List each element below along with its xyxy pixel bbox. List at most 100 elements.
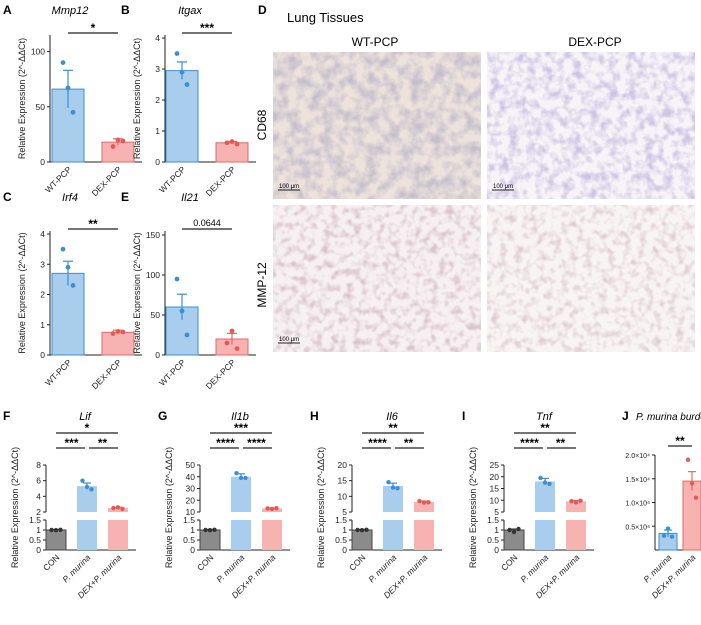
data-point bbox=[542, 480, 548, 485]
chart-title: Irf4 bbox=[62, 192, 78, 204]
bar bbox=[383, 520, 403, 550]
data-point bbox=[179, 308, 185, 314]
x-tick-label: CON bbox=[195, 552, 215, 572]
x-tick-label: DEX-PCP bbox=[204, 357, 238, 391]
panel-label: I bbox=[462, 409, 465, 423]
data-point bbox=[538, 475, 543, 481]
chart-panel-c: C Irf4 0 1 2 3 4 Relative Expression (2^-ΔΔCt) W… bbox=[3, 190, 142, 391]
significance-label: ** bbox=[675, 434, 685, 448]
bar bbox=[45, 529, 67, 551]
data-point bbox=[120, 506, 125, 512]
data-point bbox=[115, 329, 121, 334]
data-point bbox=[229, 139, 235, 144]
bar bbox=[165, 306, 199, 356]
y-tick-label: 15 bbox=[338, 476, 348, 486]
bar bbox=[535, 520, 555, 550]
data-point bbox=[665, 526, 671, 531]
panel-label: G bbox=[158, 409, 167, 423]
y-tick-label: 100 bbox=[31, 47, 45, 57]
scale-bar-label: 100 μm bbox=[279, 337, 299, 343]
chart-panel-a: A Mmp12 0 50 100 Relative Expression (2^-ΔΔCt… bbox=[3, 3, 142, 198]
x-tick-label: DEX+P. murina bbox=[650, 552, 698, 600]
y-tick-label: 50 bbox=[151, 310, 161, 320]
data-point bbox=[120, 329, 126, 335]
y-axis-label: Relative Expression (2^-ΔΔCt) bbox=[132, 232, 142, 353]
x-tick-label: CON bbox=[347, 552, 367, 572]
panel-label: H bbox=[310, 409, 319, 423]
data-point bbox=[89, 487, 94, 492]
micrograph-wt-cd68 bbox=[273, 52, 481, 199]
scale-bars: 100 μm 100 μm 100 μm bbox=[278, 184, 514, 344]
y-tick-label: 0 bbox=[155, 350, 160, 360]
y-axis-label: Relative Expression (2^-ΔΔCt) bbox=[17, 232, 27, 353]
data-point bbox=[70, 109, 76, 115]
data-point bbox=[207, 528, 213, 533]
y-tick-label: 2 bbox=[40, 290, 45, 300]
chart-title: Il6 bbox=[386, 411, 399, 423]
data-point bbox=[390, 485, 396, 490]
y-tick-label: 1.5 bbox=[29, 515, 41, 525]
y-axis-label: Relative Expression (2^-ΔΔCt) bbox=[316, 447, 326, 568]
significance-label: * bbox=[85, 421, 90, 435]
chart-title: Lif bbox=[79, 411, 92, 423]
x-tick-label: CON bbox=[499, 552, 519, 572]
data-point bbox=[60, 246, 66, 252]
data-point bbox=[274, 506, 279, 511]
y-tick-label: 1 bbox=[155, 126, 160, 136]
data-point bbox=[355, 527, 360, 533]
y-tick-label: 10 bbox=[490, 495, 500, 505]
y-tick-label: 0.5 bbox=[487, 535, 499, 545]
significance-label: **** bbox=[247, 436, 266, 450]
y-tick-label: 20 bbox=[338, 460, 348, 470]
data-point bbox=[234, 471, 239, 476]
y-tick-label: 150 bbox=[146, 230, 160, 240]
y-tick-label: 15 bbox=[490, 484, 500, 494]
significance-label: 0.0644 bbox=[193, 218, 221, 228]
y-tick-label: 0.5×10⁴ bbox=[625, 524, 650, 531]
y-tick-label: 8 bbox=[36, 460, 41, 470]
y-tick-label: 30 bbox=[186, 484, 196, 494]
y-tick-label: 0.5 bbox=[335, 535, 347, 545]
micrograph-dex-cd68 bbox=[487, 52, 695, 199]
data-point bbox=[265, 506, 270, 511]
y-tick-label: 1.5 bbox=[183, 515, 195, 525]
data-point bbox=[184, 332, 190, 338]
data-point bbox=[60, 60, 66, 66]
panel-label-d: D bbox=[258, 3, 267, 17]
y-tick-label: 20 bbox=[490, 472, 500, 482]
x-tick-label: DEX-PCP bbox=[90, 357, 124, 391]
data-point bbox=[359, 528, 365, 533]
y-axis-label: Relative Expression (2^-ΔΔCt) bbox=[164, 447, 174, 568]
panel-label: J bbox=[622, 409, 629, 423]
data-point bbox=[689, 481, 695, 486]
y-tick-label: 4 bbox=[36, 491, 41, 501]
y-tick-label: 6 bbox=[36, 476, 41, 486]
y-tick-label: 10 bbox=[186, 507, 196, 517]
data-point bbox=[547, 481, 552, 486]
significance-label: ** bbox=[388, 421, 398, 435]
data-point bbox=[395, 485, 400, 491]
row-label-cd68: CD68 bbox=[255, 109, 269, 140]
bar bbox=[566, 501, 586, 512]
y-tick-label: 0 bbox=[40, 350, 45, 360]
bar bbox=[51, 272, 85, 356]
y-tick-label: 4 bbox=[40, 229, 45, 239]
y-tick-label: 0 bbox=[494, 545, 499, 555]
y-tick-label: 2 bbox=[36, 507, 41, 517]
data-point bbox=[120, 138, 126, 144]
chart-title: Tnf bbox=[536, 411, 553, 423]
significance-label: *** bbox=[200, 21, 214, 35]
y-tick-label: 50 bbox=[36, 102, 46, 112]
data-point bbox=[578, 498, 583, 503]
bar bbox=[77, 520, 97, 550]
bar bbox=[101, 331, 135, 356]
significance-label: * bbox=[91, 21, 96, 35]
significance-label: ** bbox=[98, 436, 108, 450]
data-point bbox=[421, 500, 427, 505]
lung-tissue-panel: D Lung Tissues WT-PCP DEX-PCP CD68 MMP-1… bbox=[255, 3, 695, 352]
data-point bbox=[65, 85, 71, 91]
data-point bbox=[669, 534, 675, 539]
y-tick-label: 1.5 bbox=[335, 515, 347, 525]
chart-panel-f: F Lif 00.511.52 4 6 8 Relative Expression (2^-… bbox=[3, 409, 136, 600]
